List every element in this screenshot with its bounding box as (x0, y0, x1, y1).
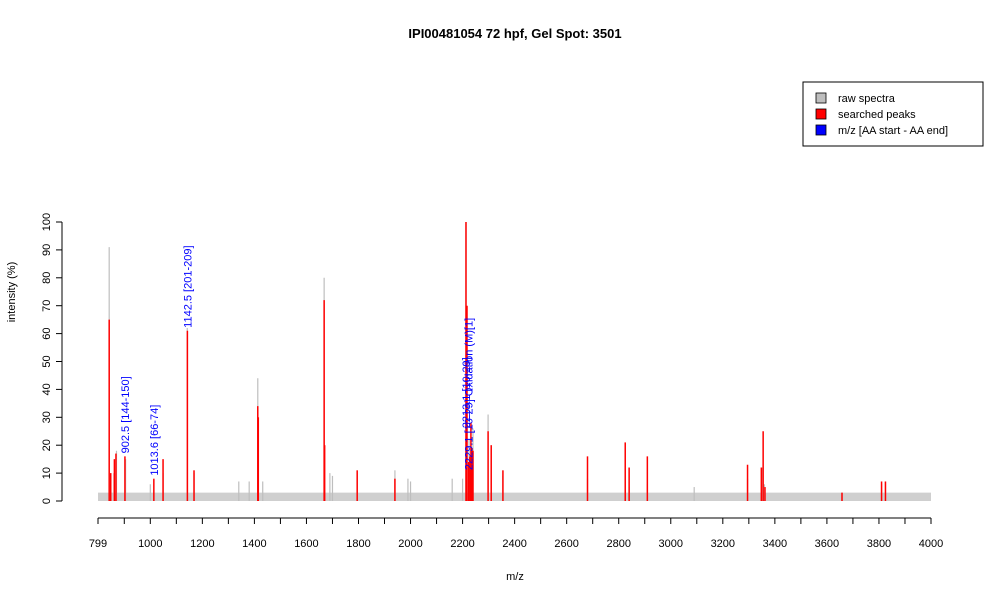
y-axis: 0 10 20 30 40 50 60 70 80 90 100 (41, 213, 63, 504)
x-tick-label: 2600 (554, 538, 578, 550)
x-axis: 799 1000 1200 1400 1600 1800 2000 2200 2400 2600 2… (89, 517, 943, 550)
y-tick-label: 50 (41, 355, 53, 367)
peak-annotations: 902.5 [144-150] 1013.6 [66-74] 1142.5 [201… (120, 245, 476, 475)
searched-peaks-series (108, 222, 887, 501)
legend-label: m/z [AA start - AA end] (838, 125, 948, 137)
y-tick-label: 100 (41, 213, 53, 231)
x-tick-label: 1600 (294, 538, 318, 550)
x-tick-label: 3400 (763, 538, 787, 550)
y-tick-label: 10 (41, 467, 53, 479)
legend-swatch (815, 108, 827, 120)
legend-swatch (815, 92, 827, 104)
x-tick-label: 1200 (190, 538, 214, 550)
y-tick-label: 90 (41, 244, 53, 256)
y-tick-label: 60 (41, 327, 53, 339)
x-tick-label: 2800 (606, 538, 630, 550)
legend-label: raw spectra (838, 93, 896, 105)
x-tick-label: 4000 (919, 538, 943, 550)
y-tick-label: 30 (41, 411, 53, 423)
x-tick-label: 2000 (398, 538, 422, 550)
legend-box (802, 81, 984, 147)
peak-annotation: 1013.6 [66-74] (149, 405, 161, 476)
y-tick-label: 20 (41, 439, 53, 451)
legend-label: searched peaks (838, 109, 916, 121)
raw-spectra-series (98, 222, 931, 501)
y-axis-label: intensity (%) (6, 262, 18, 323)
x-tick-label: 1800 (346, 538, 370, 550)
peak-annotation: 902.5 [144-150] (120, 376, 132, 453)
x-tick-label: 1000 (138, 538, 162, 550)
x-tick-label: 799 (89, 538, 107, 550)
x-tick-label: 3000 (659, 538, 683, 550)
y-tick-label: 0 (41, 498, 53, 504)
chart-title: IPI00481054 72 hpf, Gel Spot: 3501 (408, 26, 621, 41)
x-tick-label: 3800 (867, 538, 891, 550)
x-tick-label: 2400 (502, 538, 526, 550)
peak-annotation: 2229.1 [10-29] Oxidation (M)[1] (464, 318, 476, 470)
x-tick-label: 3600 (815, 538, 839, 550)
y-tick-label: 40 (41, 383, 53, 395)
raw-baseline (98, 492, 931, 501)
x-axis-label: m/z (506, 571, 524, 583)
peak-annotation: 2213.1 [10-29] (461, 357, 473, 428)
legend: raw spectra searched peaks m/z [AA start -… (802, 81, 984, 147)
y-tick-label: 70 (41, 300, 53, 312)
x-tick-label: 2200 (450, 538, 474, 550)
x-tick-label: 1400 (242, 538, 266, 550)
legend-swatch (815, 124, 827, 136)
x-tick-label: 3200 (711, 538, 735, 550)
peak-annotation: 1142.5 [201-209] (182, 245, 194, 327)
y-tick-label: 80 (41, 272, 53, 284)
